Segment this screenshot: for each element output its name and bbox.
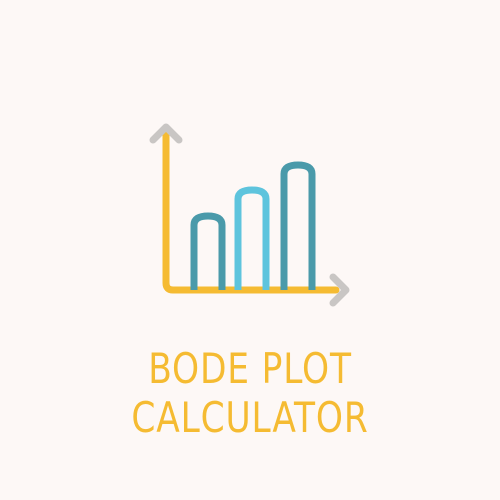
y-axis-line bbox=[162, 128, 340, 294]
bar-short bbox=[190, 212, 226, 290]
x-axis-arrow-icon bbox=[329, 273, 350, 307]
bar-tall bbox=[280, 161, 316, 290]
bar-chart-logo-icon bbox=[149, 123, 350, 307]
title-line-1: BODE PLOT bbox=[148, 344, 352, 393]
y-axis-arrow-icon bbox=[149, 123, 183, 144]
bar-medium bbox=[234, 186, 270, 290]
title-line-2: CALCULATOR bbox=[131, 393, 369, 442]
